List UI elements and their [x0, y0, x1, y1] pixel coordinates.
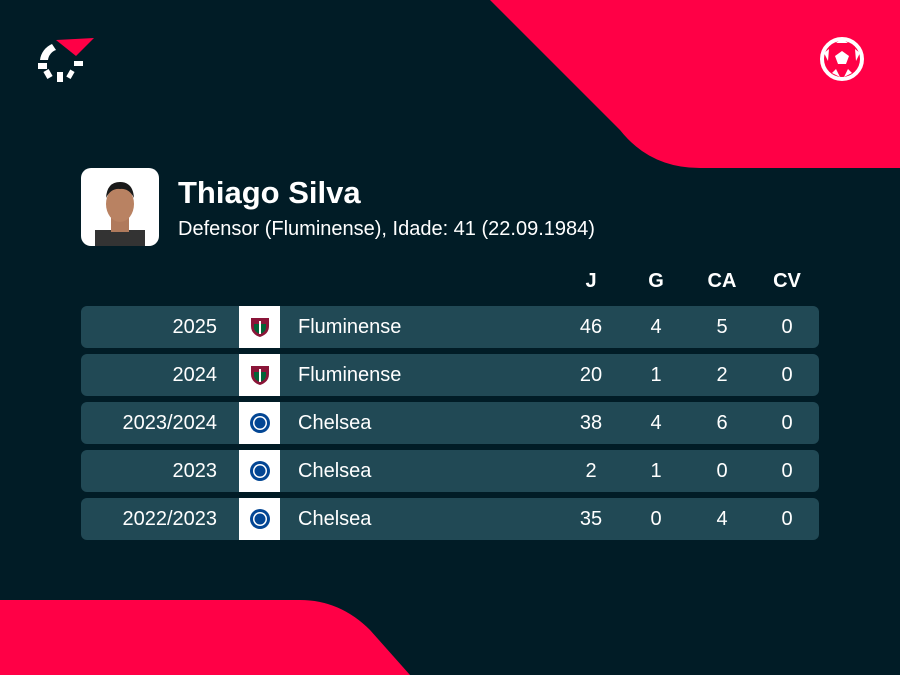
column-header-j: J: [585, 270, 597, 292]
stat-cv: 0: [781, 460, 793, 482]
column-header-g: G: [648, 270, 664, 292]
chelsea-crest-icon: [239, 498, 280, 540]
table-row[interactable]: 2023 Chelsea 2 1 0 0: [81, 450, 819, 492]
table-row[interactable]: 2023/2024 Chelsea 38 4 6 0: [81, 402, 819, 444]
team-name[interactable]: Fluminense: [298, 364, 402, 386]
season: 2023: [172, 460, 218, 482]
stat-j: 35: [579, 508, 603, 530]
stat-g: 4: [650, 412, 662, 434]
flashscore-logo-icon: [38, 38, 94, 82]
stat-g: 0: [650, 508, 662, 530]
stat-j: 38: [579, 412, 603, 434]
player-name: Thiago Silva: [178, 175, 361, 210]
player-subtitle: Defensor (Fluminense), Idade: 41 (22.09.…: [178, 218, 595, 240]
fluminense-crest-icon: [239, 306, 280, 348]
team-name[interactable]: Chelsea: [298, 412, 372, 434]
season: 2023/2024: [122, 412, 217, 434]
season: 2025: [172, 316, 218, 338]
stat-ca: 5: [716, 316, 728, 338]
stat-cv: 0: [781, 508, 793, 530]
team-name[interactable]: Chelsea: [298, 460, 372, 482]
season: 2024: [172, 364, 218, 386]
football-icon[interactable]: [820, 37, 864, 81]
stat-cv: 0: [781, 412, 793, 434]
chelsea-crest-icon: [239, 402, 280, 444]
fluminense-crest-icon: [239, 354, 280, 396]
stat-ca: 0: [716, 460, 728, 482]
stat-g: 4: [650, 316, 662, 338]
column-header-ca: CA: [707, 270, 737, 292]
stat-g: 1: [650, 460, 662, 482]
stat-ca: 6: [716, 412, 728, 434]
stat-ca: 2: [716, 364, 728, 386]
column-header-cv: CV: [773, 270, 801, 292]
table-row[interactable]: 2025 Fluminense 46 4 5 0: [81, 306, 819, 348]
stat-j: 46: [579, 316, 603, 338]
chelsea-crest-icon: [239, 450, 280, 492]
stat-ca: 4: [716, 508, 728, 530]
stat-j: 20: [579, 364, 603, 386]
team-name[interactable]: Chelsea: [298, 508, 372, 530]
stat-g: 1: [650, 364, 662, 386]
stat-cv: 0: [781, 364, 793, 386]
table-row[interactable]: 2022/2023 Chelsea 35 0 4 0: [81, 498, 819, 540]
team-name[interactable]: Fluminense: [298, 316, 402, 338]
stat-j: 2: [585, 460, 597, 482]
player-photo: [81, 168, 159, 246]
season: 2022/2023: [122, 508, 217, 530]
table-row[interactable]: 2024 Fluminense 20 1 2 0: [81, 354, 819, 396]
stat-cv: 0: [781, 316, 793, 338]
